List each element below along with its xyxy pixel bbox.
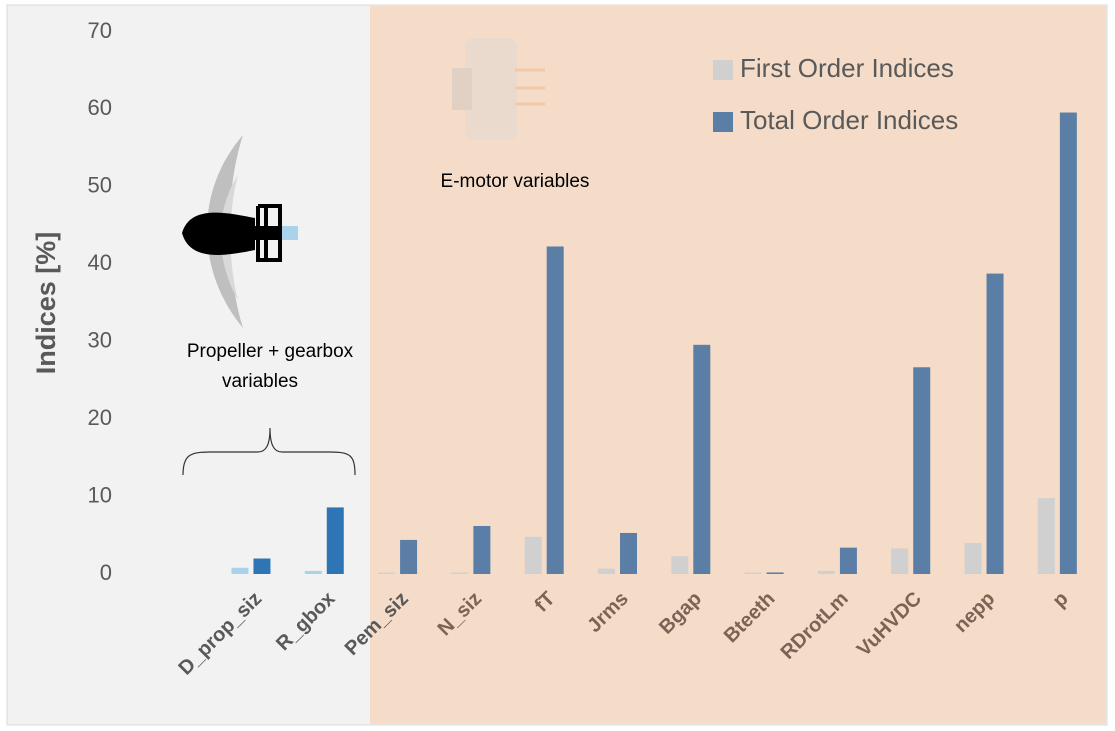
bar	[766, 572, 784, 574]
bar	[1059, 112, 1077, 575]
bar	[671, 556, 689, 574]
bar	[744, 572, 762, 574]
legend-label: Total Order Indices	[740, 105, 958, 135]
bar	[620, 532, 637, 574]
bar	[231, 567, 249, 574]
bar	[546, 246, 564, 574]
bar	[913, 367, 931, 574]
annotation: Propeller + gearbox	[187, 341, 354, 362]
y-tick-label: 70	[88, 18, 112, 43]
y-tick-label: 10	[88, 482, 112, 507]
y-tick-label: 0	[100, 560, 112, 585]
legend-swatch	[713, 112, 733, 132]
y-tick-label: 40	[88, 250, 112, 275]
bar	[839, 547, 857, 574]
brace	[182, 427, 356, 476]
bar	[986, 273, 1004, 574]
bar	[891, 548, 909, 574]
bar	[253, 558, 271, 574]
bar	[378, 572, 396, 574]
bar	[400, 539, 418, 574]
bar	[964, 543, 982, 574]
bar	[598, 568, 615, 574]
motor-icon	[452, 38, 545, 140]
bar	[451, 572, 469, 574]
propeller-icon	[182, 135, 298, 328]
emotor-region	[370, 6, 1106, 724]
bar	[693, 344, 711, 574]
legend-swatch	[713, 60, 733, 80]
bar	[817, 570, 835, 574]
y-tick-label: 60	[88, 95, 112, 120]
y-tick-label: 30	[88, 328, 112, 353]
y-tick-label: 20	[88, 405, 112, 430]
y-axis-label: Indices [%]	[31, 232, 61, 375]
bar	[524, 536, 542, 574]
annotation: variables	[222, 371, 298, 392]
bar	[326, 507, 344, 574]
bar	[473, 525, 491, 574]
y-tick-label: 50	[88, 173, 112, 198]
bar	[304, 570, 322, 574]
bar	[1037, 498, 1055, 574]
legend-label: First Order Indices	[740, 53, 954, 83]
annotation: E-motor variables	[441, 171, 590, 192]
